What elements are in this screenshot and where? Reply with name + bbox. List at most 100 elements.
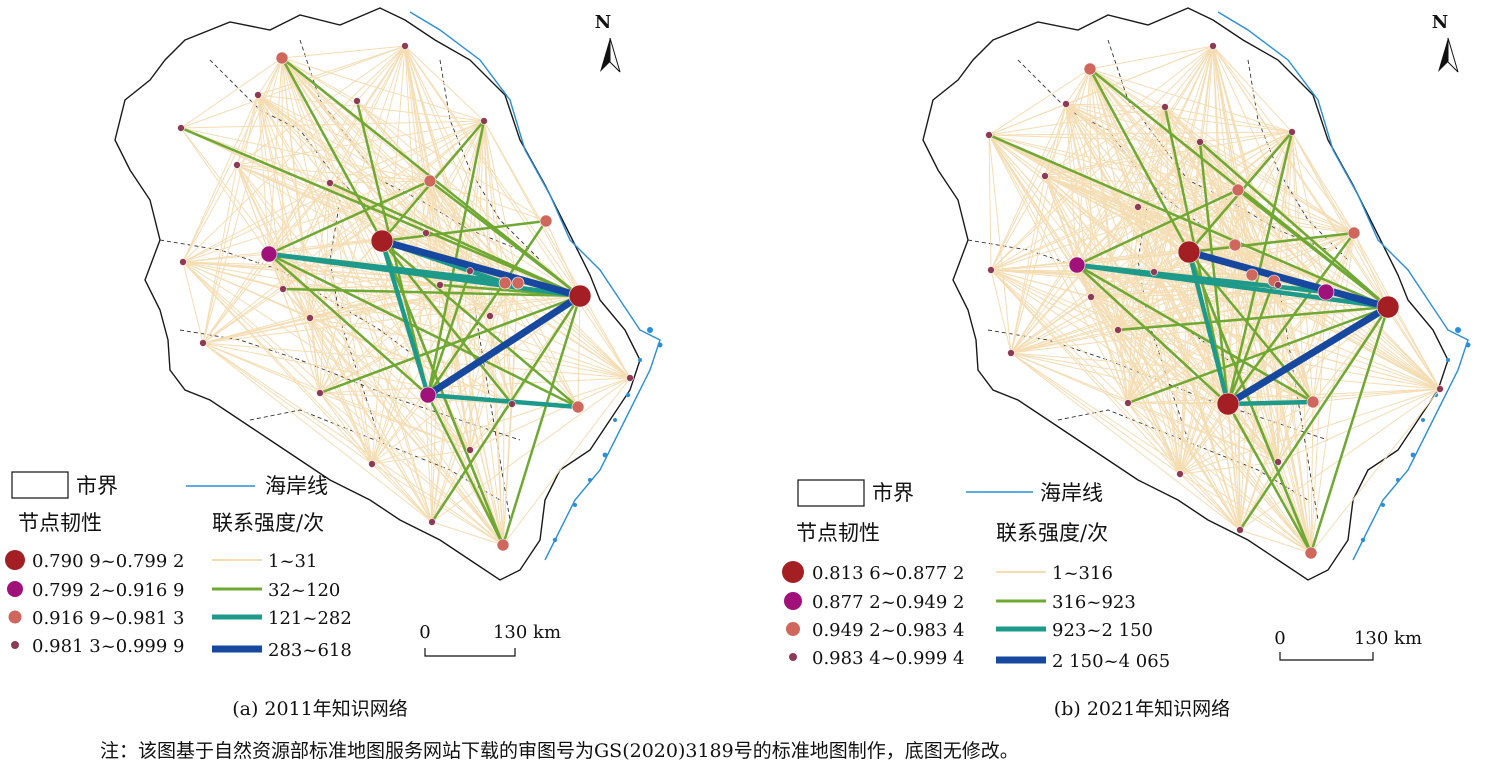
link-weak bbox=[1127, 106, 1166, 404]
link-weak bbox=[1127, 402, 1279, 463]
link-weak bbox=[1310, 401, 1314, 554]
link-weak bbox=[182, 261, 321, 394]
link-weak bbox=[281, 45, 406, 59]
link-weak bbox=[268, 120, 485, 255]
link-weak bbox=[1090, 296, 1241, 531]
link-weak bbox=[182, 261, 373, 465]
link-weak bbox=[1127, 271, 1155, 404]
city-node bbox=[1007, 349, 1015, 357]
link-weak bbox=[483, 120, 506, 284]
link-weak bbox=[1164, 45, 1214, 108]
link-weak bbox=[431, 120, 485, 523]
link-weak bbox=[1234, 244, 1312, 554]
city-node bbox=[1216, 392, 1240, 416]
city-node bbox=[1231, 183, 1245, 197]
node-class-4: 0.983 4~0.999 4 bbox=[812, 648, 965, 669]
link-weak bbox=[988, 134, 1046, 177]
link-weak bbox=[1089, 68, 1129, 404]
link-weak bbox=[988, 134, 1129, 404]
legend-boundary-swatch bbox=[11, 471, 69, 499]
city-node bbox=[254, 91, 262, 99]
city-node bbox=[179, 258, 187, 266]
link-weak bbox=[202, 288, 284, 344]
link-weak bbox=[319, 284, 441, 394]
city-node bbox=[326, 179, 334, 187]
link-weak bbox=[990, 269, 1241, 531]
city-node bbox=[1288, 128, 1296, 136]
link-weak bbox=[202, 317, 311, 344]
link-weak bbox=[1090, 296, 1312, 554]
link-medium bbox=[1198, 140, 1390, 309]
link-medium bbox=[426, 219, 548, 397]
link-weak bbox=[356, 100, 504, 546]
link-weak bbox=[1153, 271, 1241, 531]
link-weak bbox=[1065, 103, 1139, 208]
city-node bbox=[1274, 281, 1282, 289]
svg-text:节点韧性: 节点韧性 bbox=[796, 521, 880, 545]
link-weak bbox=[257, 94, 431, 182]
link-weak bbox=[1010, 291, 1327, 354]
link-weak bbox=[1291, 131, 1312, 554]
link-weak bbox=[202, 342, 373, 465]
link-weak bbox=[309, 317, 513, 405]
link-weak bbox=[236, 164, 441, 286]
link-weak bbox=[202, 342, 433, 523]
link-medium bbox=[1309, 305, 1390, 555]
link-weak bbox=[1010, 352, 1181, 475]
link-weak bbox=[1310, 232, 1355, 554]
link-weak bbox=[1065, 103, 1279, 286]
link-weak bbox=[404, 45, 631, 379]
city-node bbox=[1134, 203, 1142, 211]
link-medium bbox=[426, 269, 472, 397]
panel-caption: (a) 2011年知识网络 bbox=[232, 698, 408, 720]
link-weak bbox=[1044, 103, 1067, 177]
link-strong bbox=[425, 392, 581, 410]
svg-text:节点韧性: 节点韧性 bbox=[18, 511, 102, 535]
city-node bbox=[1176, 470, 1184, 478]
link-weak bbox=[1239, 529, 1312, 554]
link-weak bbox=[404, 45, 433, 523]
link-medium bbox=[1187, 250, 1315, 404]
legend-boundary-swatch bbox=[797, 479, 865, 507]
city-node bbox=[423, 174, 437, 188]
link-weak bbox=[483, 120, 519, 284]
link-weak bbox=[502, 377, 631, 546]
link-weak bbox=[236, 164, 373, 465]
link-weak bbox=[182, 261, 471, 272]
link-class-3: 923~2 150 bbox=[1052, 620, 1153, 641]
node-class-2: 0.877 2~0.949 2 bbox=[812, 592, 965, 613]
city-node bbox=[1114, 326, 1122, 334]
link-weak bbox=[236, 164, 433, 523]
link-weak bbox=[990, 269, 1119, 331]
city-node bbox=[466, 267, 474, 275]
link-weak bbox=[988, 134, 992, 271]
legend: 市界 海岸线 节点韧性 联系强度/次 0.813 6~0.877 2 0.877… bbox=[782, 479, 1170, 672]
link-strongest bbox=[378, 237, 584, 300]
nodes bbox=[985, 42, 1444, 560]
node-class-3: 0.949 2~0.983 4 bbox=[812, 620, 965, 641]
links-class-4 bbox=[378, 237, 584, 399]
link-medium bbox=[267, 179, 432, 256]
link-medium bbox=[501, 294, 582, 547]
link-medium bbox=[1226, 279, 1276, 406]
link-weak bbox=[1065, 103, 1166, 108]
link-weak bbox=[281, 57, 547, 222]
link-weak bbox=[281, 57, 358, 102]
link-strong bbox=[266, 251, 521, 286]
link-weak bbox=[1089, 68, 1293, 133]
city-node bbox=[436, 281, 444, 289]
link-weak bbox=[180, 127, 504, 546]
link-weak bbox=[1089, 68, 1355, 234]
north-arrow: N bbox=[595, 12, 621, 73]
link-weak bbox=[483, 120, 631, 379]
link-weak bbox=[1090, 296, 1119, 331]
city-node bbox=[1087, 293, 1095, 301]
link-weak bbox=[1010, 45, 1214, 354]
link-weak bbox=[1117, 329, 1279, 463]
link-weak bbox=[257, 94, 581, 297]
link-weak bbox=[180, 127, 270, 255]
link-weak bbox=[1291, 131, 1389, 308]
link-weak bbox=[990, 206, 1139, 271]
link-weak bbox=[1044, 106, 1166, 177]
city-node bbox=[368, 460, 376, 468]
